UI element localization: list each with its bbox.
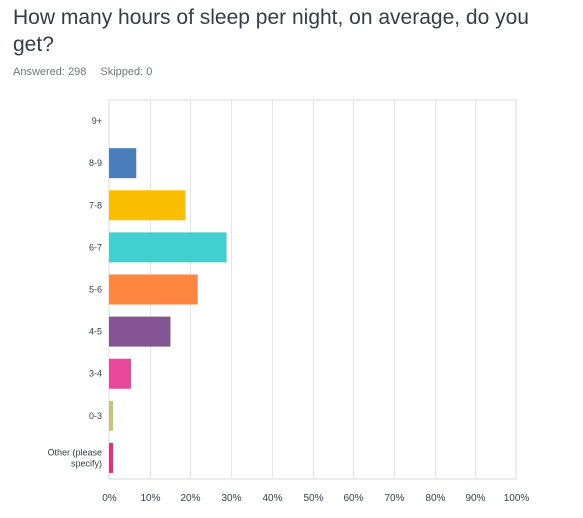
bar [109, 442, 114, 473]
x-tick-label: 100% [504, 493, 530, 504]
bar [109, 274, 198, 305]
response-stats: Answered: 298 Skipped: 0 [13, 66, 152, 78]
x-tick-label: 0% [102, 493, 117, 504]
x-tick-label: 70% [384, 493, 404, 504]
skipped-count: Skipped: 0 [100, 66, 153, 78]
x-tick-label: 30% [221, 493, 241, 504]
bar-chart-svg: 0% 10% 20% 30% 40% 50% 60% 70% 80% 90% 100% 9+ 8-9 7-… [47, 99, 530, 504]
category-label: 9+ [92, 116, 102, 126]
x-tick-label: 20% [180, 493, 200, 504]
x-tick-label: 10% [140, 493, 160, 504]
x-tick-label: 40% [262, 493, 282, 504]
category-label: 5-6 [89, 285, 102, 295]
bar-chart: 0% 10% 20% 30% 40% 50% 60% 70% 80% 90% 100% 9+ 8-9 7-… [0, 95, 583, 513]
bar [109, 358, 131, 389]
bar [109, 148, 137, 179]
category-label: 7-8 [89, 200, 102, 210]
category-label: 6-7 [89, 242, 102, 252]
x-tick-label: 80% [425, 493, 445, 504]
category-label: Other (please [47, 447, 102, 457]
question-title: How many hours of sleep per night, on av… [13, 6, 529, 56]
bar [109, 190, 186, 221]
category-label: 3-4 [89, 369, 102, 379]
category-label: specify) [71, 458, 102, 468]
bar [109, 400, 114, 431]
bar [109, 316, 171, 347]
category-label: 4-5 [89, 327, 102, 337]
x-tick-label: 60% [343, 493, 363, 504]
x-tick-label: 50% [303, 493, 323, 504]
category-label: 0-3 [89, 411, 102, 421]
answered-count: Answered: 298 [13, 66, 87, 78]
x-tick-label: 90% [465, 493, 485, 504]
category-label: 8-9 [89, 158, 102, 168]
bar [109, 232, 227, 263]
